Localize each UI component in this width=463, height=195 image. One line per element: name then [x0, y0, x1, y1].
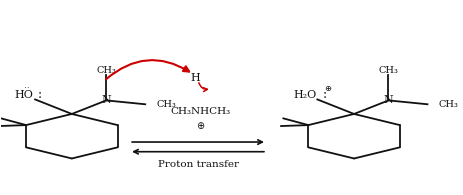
- Text: CH₃: CH₃: [156, 100, 176, 109]
- Text: ⊕: ⊕: [196, 121, 204, 131]
- Text: :: :: [322, 88, 326, 101]
- Text: CH₃: CH₃: [378, 66, 398, 75]
- Text: ⊕: ⊕: [323, 84, 330, 93]
- Text: CH₃: CH₃: [438, 100, 458, 109]
- Text: H: H: [190, 73, 200, 83]
- Text: Proton transfer: Proton transfer: [157, 160, 238, 169]
- Text: ··: ··: [24, 84, 30, 93]
- Text: HO: HO: [14, 90, 33, 100]
- Text: N: N: [101, 95, 111, 105]
- Text: CH₃NHCH₃: CH₃NHCH₃: [170, 106, 230, 116]
- Text: :: :: [38, 88, 42, 101]
- Text: N: N: [383, 95, 393, 105]
- Text: H₂O: H₂O: [293, 90, 316, 100]
- Text: CH₃: CH₃: [96, 66, 116, 75]
